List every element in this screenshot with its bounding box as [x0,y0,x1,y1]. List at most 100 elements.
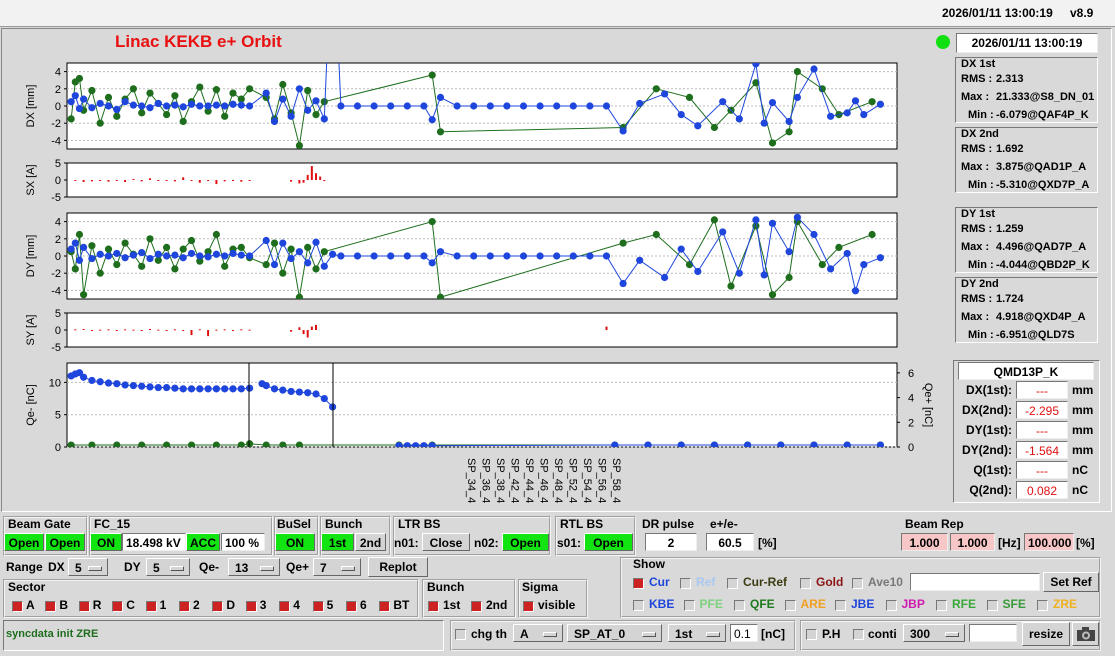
data-point [237,385,245,393]
data-point [810,230,818,239]
data-point [179,117,187,126]
data-point [187,100,196,108]
checkbox[interactable] [936,600,947,611]
bar [290,180,293,182]
checkbox[interactable] [428,601,439,612]
checkbox[interactable] [727,578,738,589]
checkbox[interactable] [852,578,863,589]
data-point [428,259,436,267]
bunch-button[interactable]: 1st [321,533,354,551]
data-point [246,102,254,110]
checkbox[interactable] [683,600,695,611]
main-panel [1,28,1112,512]
data-point [163,243,171,251]
y-tick-label: 0 [55,175,61,187]
checkbox[interactable] [112,601,124,612]
data-point [163,111,171,119]
checkbox[interactable] [1037,600,1048,611]
show-label: Ref [696,575,716,589]
checkbox[interactable] [784,600,796,611]
data-point [187,236,196,245]
checkbox[interactable] [806,629,817,640]
checkbox[interactable] [835,600,846,611]
dropdown[interactable]: 1st [668,624,726,642]
bar [223,180,226,182]
gate-button[interactable]: Open [4,533,44,551]
fc-on-button[interactable]: ON [90,533,122,551]
dropdown[interactable]: A [513,624,563,642]
checkbox[interactable] [179,601,190,612]
bar [323,180,326,182]
ltr-button[interactable]: Close [422,533,470,551]
checkbox[interactable] [455,629,466,640]
checkbox[interactable] [800,578,811,589]
data-point [428,71,436,79]
checkbox[interactable] [734,600,745,611]
data-point [212,101,220,109]
gate-button[interactable]: Open [45,533,85,551]
data-point [785,117,793,126]
series-group [67,63,885,149]
data-point [810,65,818,73]
bar [107,180,110,182]
set-ref-button[interactable]: Set Ref [1043,572,1099,592]
group-title: Show [633,557,665,571]
acc-button[interactable]: ACC [186,533,220,551]
checkbox[interactable] [279,601,291,612]
checkbox[interactable] [346,601,357,612]
checkbox[interactable] [853,629,864,640]
replot-button[interactable]: Replot [368,557,428,577]
checkbox[interactable] [245,601,257,612]
data-point [810,441,818,447]
data-point [138,262,146,270]
data-point [138,382,146,390]
checkbox[interactable] [312,601,324,612]
checkbox[interactable] [986,600,998,611]
ref-input[interactable] [910,573,1040,591]
checkbox-label: A [26,598,35,612]
ph-input[interactable] [969,624,1017,642]
data-point [80,291,88,299]
rep-percent: 100.000 [1024,533,1074,551]
y-tick-label: -5 [51,192,61,204]
checkbox[interactable] [885,600,897,611]
checkbox[interactable] [12,601,23,612]
dropdown[interactable]: SP_AT_0 [567,624,662,642]
checkbox[interactable] [45,601,57,612]
data-point [129,251,137,259]
range-dropdown[interactable]: 7 [313,558,361,576]
checkbox[interactable] [680,578,691,589]
rtl-button[interactable]: Open [584,533,633,551]
dropdown[interactable]: 300 [903,624,965,642]
bar [605,326,608,330]
resize-button[interactable]: resize [1022,622,1070,646]
show-label: ZRE [1053,597,1077,611]
data-point [262,261,270,269]
checkbox-label: B [59,598,69,612]
bar [173,180,176,182]
bunch-button[interactable]: 2nd [355,533,386,551]
ltr-button[interactable]: Open [502,533,549,551]
checkbox[interactable] [212,601,224,612]
range-dropdown[interactable]: 5 [68,558,108,576]
y-tick-label: -2 [51,118,61,130]
camera-button[interactable] [1072,622,1099,646]
stats-title: DY 2nd [961,278,999,290]
range-dropdown[interactable]: 5 [146,558,190,576]
checkbox[interactable] [523,601,534,612]
checkbox[interactable] [633,578,644,589]
checkbox[interactable] [145,601,157,612]
checkbox[interactable] [379,601,391,612]
show-label: SFE [1002,597,1026,611]
busel-button[interactable]: ON [275,533,315,551]
checkbox[interactable] [78,601,90,612]
range-dropdown[interactable]: 13 [228,558,280,576]
checkbox[interactable] [471,601,482,612]
y-tick-label: 2 [55,84,61,96]
data-point [768,98,777,107]
data-point [370,102,378,110]
checkbox[interactable] [633,600,644,611]
data-point [436,93,445,101]
bar [99,180,102,181]
chg-value[interactable]: 0.1 [730,624,758,642]
